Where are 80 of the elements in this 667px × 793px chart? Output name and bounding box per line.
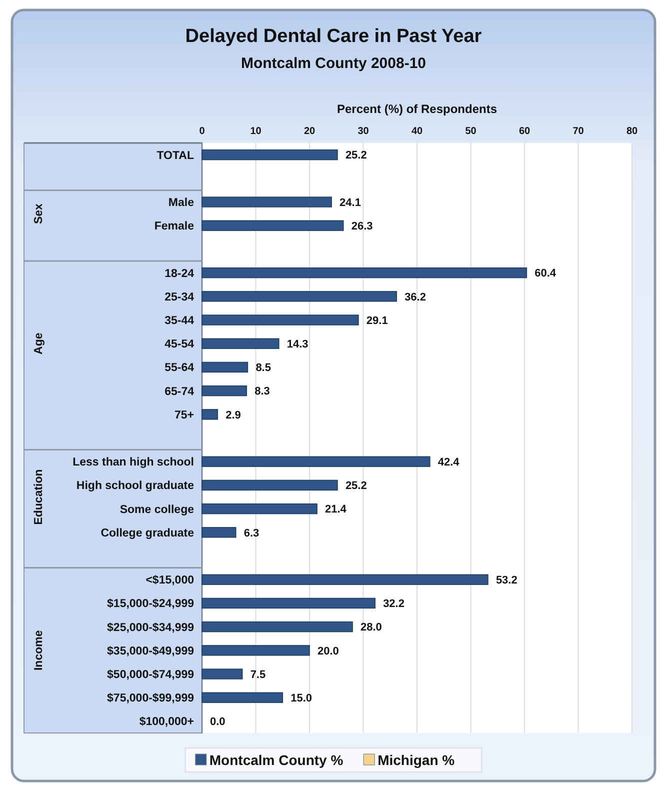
bar: [202, 409, 218, 420]
text: Income: [33, 630, 46, 671]
text: Age: [33, 332, 46, 354]
bar: [202, 338, 280, 349]
y-tick-label: $25,000-$34,999: [107, 622, 194, 634]
data-label: 36.2: [404, 291, 426, 304]
data-label: 8.3: [254, 386, 270, 398]
data-label: 42.4: [438, 456, 460, 468]
y-tick-label: 75+: [174, 409, 194, 422]
chart-title: Delayed Dental Care in Past Year: [185, 26, 482, 47]
bar: [202, 645, 310, 656]
x-tick-label: 30: [358, 126, 370, 137]
text: Education: [33, 469, 46, 525]
bar: [202, 456, 430, 467]
data-label: 8.5: [256, 362, 271, 374]
y-tick-label: 45-54: [164, 338, 195, 351]
data-label: 25.2: [345, 150, 367, 162]
bar: [202, 503, 318, 514]
bar: [202, 220, 344, 231]
bar: [202, 574, 488, 585]
text: Sex: [33, 202, 46, 224]
y-tick-label: TOTAL: [156, 150, 194, 162]
y-tick-label: $100,000+: [139, 716, 194, 728]
x-tick-label: 50: [465, 126, 477, 137]
bar: [202, 385, 248, 396]
data-label: 14.3: [286, 338, 308, 350]
bar: [202, 480, 338, 491]
chart-subtitle: Montcalm County 2008-10: [240, 55, 426, 72]
bar: [202, 291, 397, 302]
y-tick-label: 65-74: [164, 386, 195, 398]
y-tick-label: Male: [168, 197, 194, 210]
y-tick-label: 55-64: [164, 362, 195, 374]
data-label: 32.2: [383, 598, 404, 610]
data-label: 21.4: [325, 504, 348, 516]
bar: [202, 362, 248, 373]
data-label: 29.1: [366, 314, 388, 327]
y-tick-label: Less than high school: [72, 456, 194, 469]
bar: [202, 598, 376, 609]
x-axis-title: Percent (%) of Respondents: [336, 102, 498, 116]
bar: [202, 668, 243, 680]
x-tick-label: 0: [199, 126, 206, 137]
data-label: 2.9: [226, 409, 241, 422]
x-tick-label: 80: [626, 126, 638, 137]
data-label: 15.0: [290, 692, 312, 704]
x-tick-label: 70: [572, 126, 584, 137]
data-label: 24.1: [340, 196, 361, 209]
data-label: 20.0: [318, 645, 339, 658]
data-label: 60.4: [534, 268, 557, 280]
y-tick-label: College graduate: [100, 527, 194, 540]
y-tick-label: High school graduate: [76, 480, 194, 492]
bar: [202, 196, 332, 208]
data-label: 53.2: [496, 574, 518, 586]
data-label: 7.5: [250, 668, 266, 681]
bar: [202, 621, 353, 632]
data-label: 25.2: [345, 480, 367, 492]
x-tick-label: 10: [250, 126, 262, 137]
x-tick-label: 60: [518, 126, 530, 137]
bar: [202, 527, 236, 538]
bar: [202, 692, 284, 703]
y-tick-label: $15,000-$24,999: [107, 598, 194, 610]
legend-label: Michigan %: [378, 752, 456, 768]
y-tick-label: 18-24: [164, 268, 195, 280]
bar: [202, 149, 338, 160]
bar: [202, 267, 528, 278]
data-label: 6.3: [244, 527, 260, 540]
y-tick-label: Female: [154, 220, 194, 233]
y-tick-label: $35,000-$49,999: [107, 645, 194, 658]
legend-label: Montcalm County %: [209, 752, 344, 768]
x-tick-label: 20: [304, 126, 316, 137]
x-tick-label: 40: [411, 126, 423, 137]
y-tick-label: $50,000-$74,999: [107, 669, 194, 682]
y-tick-label: $75,000-$99,999: [107, 692, 194, 705]
y-tick-label: 25-34: [164, 291, 195, 304]
y-tick-label: 35-44: [164, 315, 195, 328]
data-label: 0.0: [210, 716, 226, 728]
y-tick-label: <$15,000: [146, 574, 194, 587]
y-tick-label: Some college: [120, 504, 194, 516]
data-label: 26.3: [351, 220, 373, 232]
bar: [202, 314, 359, 326]
data-label: 28.0: [360, 622, 382, 634]
